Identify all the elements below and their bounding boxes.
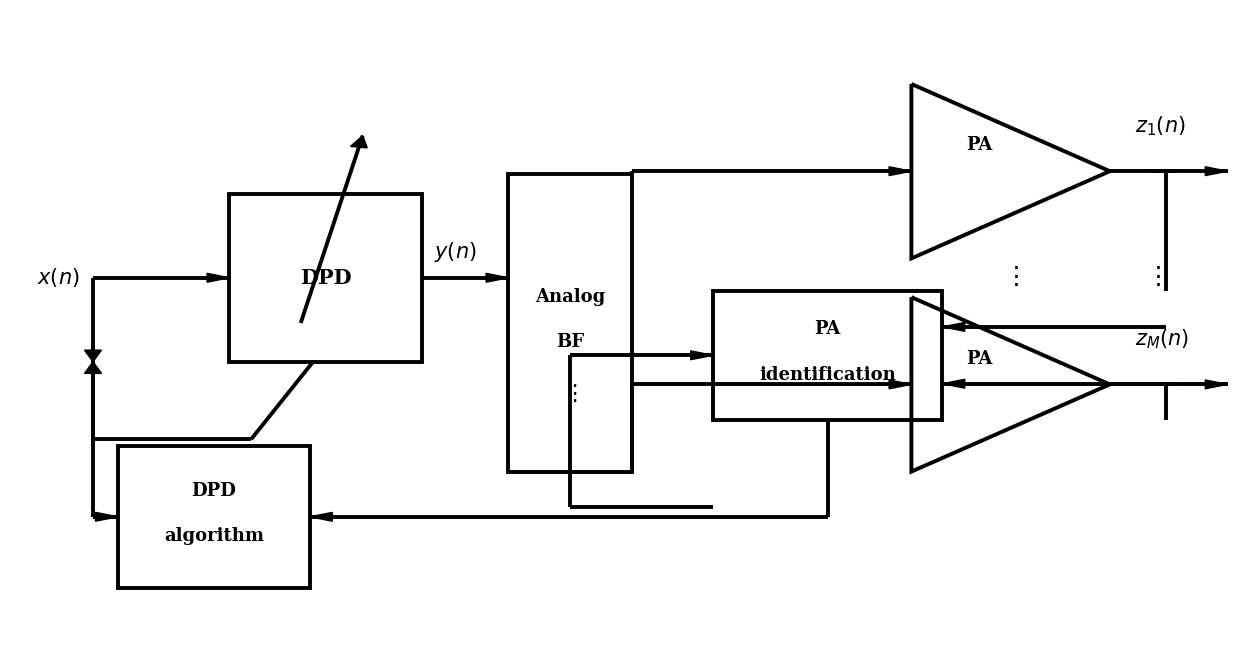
- Text: $z_1(n)$: $z_1(n)$: [1135, 114, 1185, 138]
- Text: BF: BF: [557, 333, 584, 351]
- Bar: [508, 174, 632, 472]
- Text: identification: identification: [759, 366, 897, 384]
- Polygon shape: [691, 351, 713, 360]
- Text: $\vdots$: $\vdots$: [563, 383, 578, 405]
- Polygon shape: [310, 512, 332, 521]
- Text: $y(n)$: $y(n)$: [434, 240, 476, 264]
- Text: PA: PA: [966, 349, 993, 368]
- Polygon shape: [889, 380, 911, 389]
- Text: DPD: DPD: [300, 268, 351, 287]
- Polygon shape: [1205, 167, 1228, 176]
- Bar: [229, 194, 422, 362]
- Polygon shape: [486, 273, 508, 282]
- Polygon shape: [84, 350, 102, 362]
- Text: PA: PA: [966, 136, 993, 154]
- Bar: [118, 446, 310, 588]
- Polygon shape: [889, 167, 911, 176]
- Polygon shape: [1205, 380, 1228, 389]
- Text: $z_M(n)$: $z_M(n)$: [1135, 328, 1189, 351]
- Text: $\vdots$: $\vdots$: [1146, 266, 1161, 289]
- Text: DPD: DPD: [191, 482, 237, 500]
- Polygon shape: [95, 512, 118, 521]
- Text: PA: PA: [815, 320, 841, 339]
- Text: Analog: Analog: [536, 288, 605, 306]
- Bar: [713, 291, 942, 420]
- Polygon shape: [84, 362, 102, 373]
- Text: $\vdots$: $\vdots$: [1003, 266, 1018, 289]
- Polygon shape: [351, 136, 367, 148]
- Text: $x(n)$: $x(n)$: [37, 266, 79, 289]
- Text: algorithm: algorithm: [164, 527, 264, 545]
- Polygon shape: [942, 379, 965, 388]
- Polygon shape: [207, 273, 229, 282]
- Polygon shape: [942, 322, 965, 331]
